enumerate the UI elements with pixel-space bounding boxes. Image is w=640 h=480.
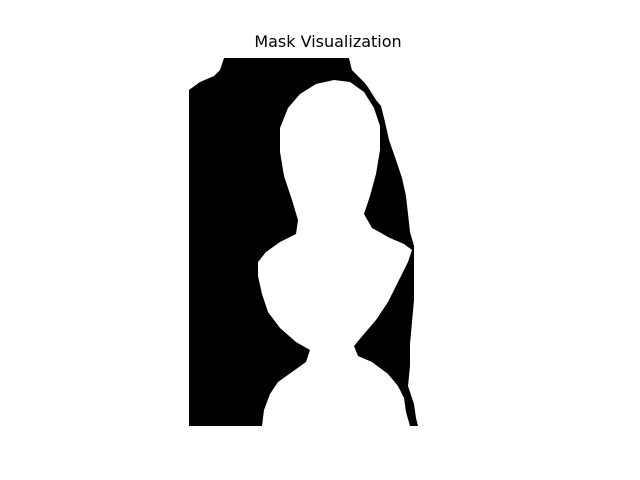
mask-right-white <box>349 58 381 106</box>
figure-title: Mask Visualization <box>254 32 402 51</box>
mask-foreground-region <box>258 80 412 426</box>
